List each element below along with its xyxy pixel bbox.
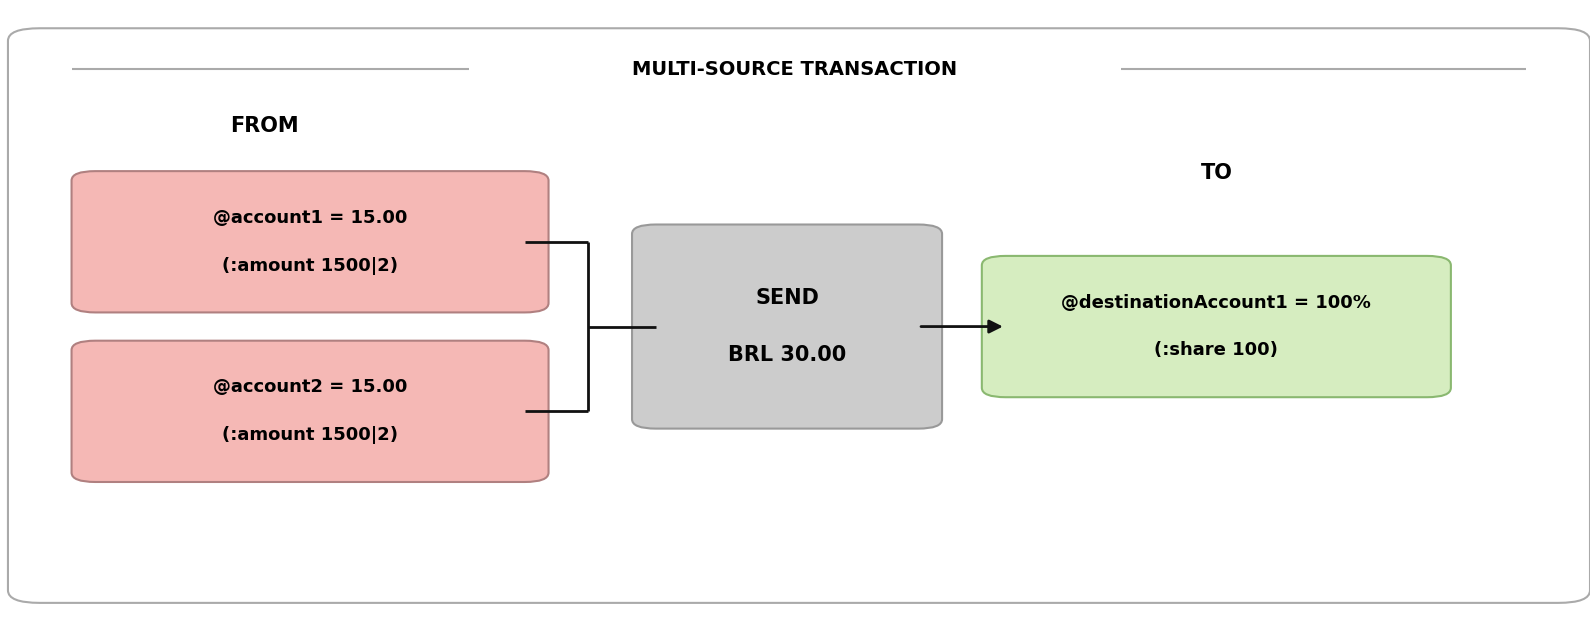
Text: MULTI-SOURCE TRANSACTION: MULTI-SOURCE TRANSACTION	[633, 60, 957, 78]
FancyBboxPatch shape	[72, 340, 549, 482]
Text: (:amount 1500|2): (:amount 1500|2)	[223, 426, 398, 444]
Text: FROM: FROM	[231, 116, 299, 136]
Text: BRL 30.00: BRL 30.00	[728, 345, 846, 365]
Text: @account1 = 15.00: @account1 = 15.00	[213, 209, 407, 227]
Text: @account2 = 15.00: @account2 = 15.00	[213, 379, 407, 396]
Text: (:share 100): (:share 100)	[1154, 342, 1278, 359]
FancyBboxPatch shape	[631, 225, 941, 428]
FancyBboxPatch shape	[72, 171, 549, 312]
Text: TO: TO	[1200, 163, 1232, 183]
Text: @destinationAccount1 = 100%: @destinationAccount1 = 100%	[1062, 294, 1371, 311]
Text: SEND: SEND	[755, 288, 819, 308]
Text: (:amount 1500|2): (:amount 1500|2)	[223, 257, 398, 274]
FancyBboxPatch shape	[8, 28, 1590, 603]
FancyBboxPatch shape	[983, 256, 1452, 398]
